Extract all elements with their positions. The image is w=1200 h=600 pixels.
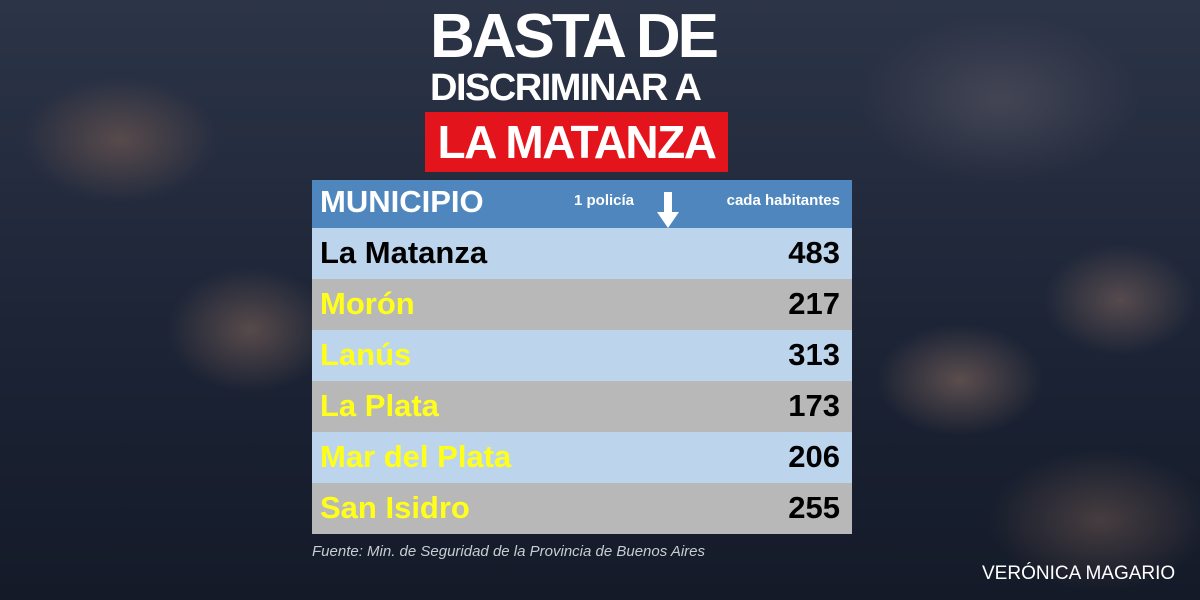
title-highlight: LA MATANZA	[425, 112, 728, 172]
inhabitants-per-officer: 483	[788, 235, 840, 270]
title-line: DISCRIMINAR A	[430, 67, 702, 109]
inhabitants-per-officer: 217	[788, 286, 840, 321]
column-header: MUNICIPIO	[320, 184, 484, 219]
inhabitants-per-officer: 255	[788, 490, 840, 525]
arrow-icon	[657, 192, 679, 228]
municipality: Mar del Plata	[320, 439, 512, 474]
municipality: San Isidro	[320, 490, 470, 525]
title-line: BASTA DE	[430, 2, 719, 71]
column-header: 1 policía	[574, 192, 635, 209]
table-row: Lanús 313	[312, 330, 852, 381]
author: VERÓNICA MAGARIO	[982, 563, 1176, 584]
inhabitants-per-officer: 313	[788, 337, 840, 372]
table-row: La Matanza 483	[312, 228, 852, 279]
municipality: La Plata	[320, 388, 439, 423]
inhabitants-per-officer: 173	[788, 388, 840, 423]
municipality: Lanús	[320, 337, 412, 372]
table-header: MUNICIPIO 1 policía cada habitantes	[312, 180, 852, 228]
inhabitants-per-officer: 206	[788, 439, 840, 474]
table-row: La Plata 173	[312, 381, 852, 432]
table: MUNICIPIO 1 policía cada habitantes La M…	[312, 180, 852, 534]
table-row: Morón 217	[312, 279, 852, 330]
table-row: San Isidro 255	[312, 483, 852, 534]
table-body: La Matanza 483 Morón 217 Lanús 313 La Plata 173…	[312, 228, 852, 534]
municipality: La Matanza	[320, 235, 488, 270]
municipality: Morón	[320, 286, 415, 321]
source-note: Fuente: Min. de Seguridad de la Provinci…	[312, 543, 706, 560]
column-header: cada habitantes	[726, 192, 840, 209]
table-row: Mar del Plata 206	[312, 432, 852, 483]
